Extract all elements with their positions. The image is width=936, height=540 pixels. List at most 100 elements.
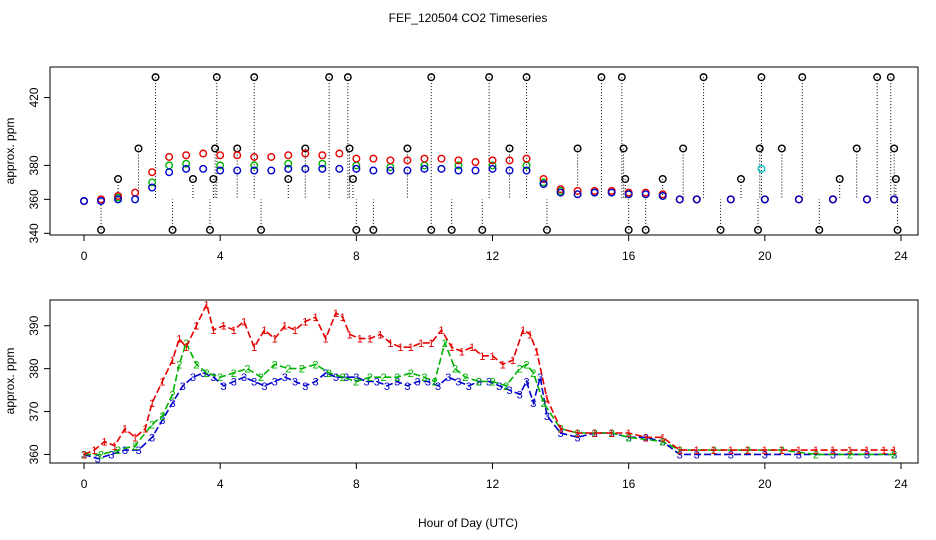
- point-2: 2: [258, 372, 264, 384]
- point-3: 3: [312, 377, 318, 389]
- point-3: [114, 195, 123, 204]
- point-1: 1: [210, 325, 216, 337]
- point-3: 3: [374, 377, 380, 389]
- series-2-line: [84, 340, 895, 456]
- x-tick-label: 12: [486, 477, 500, 491]
- point-3: 3: [149, 432, 155, 444]
- point-1: 1: [183, 342, 189, 354]
- point-2: 2: [353, 377, 359, 389]
- point-1: [471, 158, 480, 167]
- point-2: 2: [503, 381, 509, 393]
- point-outlier: [168, 225, 177, 234]
- point-1: 1: [711, 445, 717, 457]
- point-1: 1: [881, 445, 887, 457]
- point-1: 1: [534, 346, 540, 358]
- point-1: 1: [333, 308, 339, 320]
- point-1: 1: [544, 394, 550, 406]
- point-1: 1: [660, 432, 666, 444]
- point-3: 3: [476, 377, 482, 389]
- point-outlier: [97, 225, 106, 234]
- point-outlier: [835, 174, 844, 183]
- point-3: 3: [251, 377, 257, 389]
- point-3: 3: [302, 381, 308, 393]
- point-3: 3: [544, 411, 550, 423]
- point-1: 1: [221, 321, 227, 333]
- bottom-panel-y-axis: 360 370 380 390: [27, 315, 50, 464]
- point-1: 1: [159, 377, 165, 389]
- point-1: [199, 149, 208, 158]
- point-1: 1: [142, 424, 148, 436]
- point-1: [165, 152, 174, 161]
- point-1: 1: [357, 334, 363, 346]
- point-3: [335, 164, 344, 173]
- point-1: 1: [132, 432, 138, 444]
- point-1: 1: [91, 445, 97, 457]
- point-2: 2: [541, 398, 547, 410]
- point-3: 3: [728, 449, 734, 461]
- top-panel-ylabel: approx. ppm: [3, 118, 17, 185]
- point-3: [488, 164, 497, 173]
- point-3: [199, 164, 208, 173]
- point-2: 2: [517, 364, 523, 376]
- point-3: [890, 195, 899, 204]
- point-2: 2: [299, 364, 305, 376]
- point-3: 3: [180, 381, 186, 393]
- point-1: 1: [367, 334, 373, 346]
- point-outlier: [211, 144, 220, 153]
- point-3: [505, 166, 514, 175]
- series-3: [80, 164, 899, 206]
- point-2: 2: [813, 449, 819, 461]
- point-3: 3: [282, 372, 288, 384]
- point-3: 3: [81, 449, 87, 461]
- point-1: [182, 151, 191, 160]
- point-3: [437, 164, 446, 173]
- point-3: 3: [435, 381, 441, 393]
- point-1: [488, 156, 497, 165]
- point-1: 1: [592, 428, 598, 440]
- point-1: 1: [169, 355, 175, 367]
- point-2: 2: [452, 364, 458, 376]
- point-3: 3: [891, 449, 897, 461]
- point-1: 1: [346, 329, 352, 341]
- point-3: 3: [486, 377, 492, 389]
- point-3: 3: [95, 454, 101, 466]
- point-2: 2: [272, 359, 278, 371]
- point-1: [386, 156, 395, 165]
- point-2: 2: [530, 368, 536, 380]
- point-2: 2: [381, 372, 387, 384]
- point-3: 3: [592, 428, 598, 440]
- point-3: [352, 164, 361, 173]
- point-outlier: [325, 73, 334, 82]
- point-3: 3: [660, 437, 666, 449]
- point-2: 2: [204, 368, 210, 380]
- point-2: 2: [312, 359, 318, 371]
- point-3: 3: [558, 428, 564, 440]
- point-3: [131, 195, 140, 204]
- point-2: [216, 161, 225, 170]
- point-2: 2: [711, 445, 717, 457]
- point-outlier: [352, 225, 361, 234]
- point-2: [250, 161, 259, 170]
- point-3: 3: [241, 372, 247, 384]
- point-2: 2: [231, 368, 237, 380]
- point-outlier: [485, 73, 494, 82]
- point-1: 1: [261, 325, 267, 337]
- point-1: 1: [609, 428, 615, 440]
- point-2: 2: [367, 372, 373, 384]
- point-3: [573, 190, 582, 199]
- top-panel-marks: [80, 73, 902, 234]
- point-1: 1: [459, 346, 465, 358]
- point-outlier: [624, 225, 633, 234]
- point-1: 1: [796, 445, 802, 457]
- point-3: [539, 180, 548, 189]
- point-1: 1: [251, 342, 257, 354]
- point-2: 2: [115, 445, 121, 457]
- x-tick-label: 20: [758, 477, 772, 491]
- point-outlier: [522, 73, 531, 82]
- point-3: [386, 166, 395, 175]
- point-outlier: [478, 225, 487, 234]
- point-3: 3: [210, 372, 216, 384]
- y-tick-label: 420: [27, 87, 41, 107]
- point-3: 3: [261, 381, 267, 393]
- point-3: [607, 188, 616, 197]
